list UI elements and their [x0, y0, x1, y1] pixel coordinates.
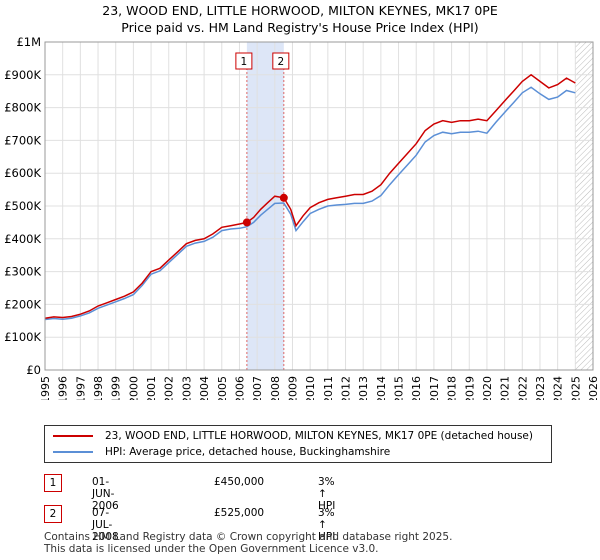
x-tick-label: 2021 — [499, 376, 512, 400]
x-tick-label: 2004 — [198, 376, 211, 400]
chart-legend: 23, WOOD END, LITTLE HORWOOD, MILTON KEY… — [44, 425, 552, 463]
chart-title-address: 23, WOOD END, LITTLE HORWOOD, MILTON KEY… — [102, 3, 498, 18]
x-tick-label: 2006 — [233, 376, 246, 400]
y-tick-label: £400K — [4, 232, 41, 246]
y-tick-label: £600K — [4, 166, 41, 180]
sale-hpi-change: 3% ↑ HPI — [318, 476, 336, 512]
legend-label-property: 23, WOOD END, LITTLE HORWOOD, MILTON KEY… — [105, 430, 533, 442]
x-tick-label: 2003 — [180, 376, 193, 400]
x-tick-label: 2018 — [446, 376, 459, 400]
x-tick-label: 2011 — [322, 376, 335, 400]
y-tick-label: £800K — [4, 101, 41, 115]
legend-item-property: 23, WOOD END, LITTLE HORWOOD, MILTON KEY… — [53, 428, 533, 444]
sale-date: 07-JUL-2008 — [92, 507, 119, 543]
x-tick-label: 2023 — [534, 376, 547, 400]
legend-swatch-hpi — [53, 451, 93, 453]
x-tick-label: 2001 — [145, 376, 158, 400]
legend-item-hpi: HPI: Average price, detached house, Buck… — [53, 444, 390, 460]
sale-date: 01-JUN-2006 — [92, 476, 119, 512]
plot-frame — [44, 41, 594, 371]
sale-number-badge: 2 — [44, 505, 62, 523]
x-tick-label: 2013 — [357, 376, 370, 400]
x-tick-label: 2024 — [552, 376, 565, 400]
x-tick-label: 1997 — [74, 376, 87, 400]
y-tick-label: £500K — [4, 199, 41, 213]
x-tick-label: 1998 — [92, 376, 105, 400]
y-tick-label: £200K — [4, 297, 41, 311]
x-tick-label: 2017 — [428, 376, 441, 400]
annotation-text: 2 — [277, 56, 284, 68]
chart-subtitle: Price paid vs. HM Land Registry's House … — [121, 20, 479, 35]
y-tick-label: £700K — [4, 133, 41, 147]
x-tick-label: 2019 — [463, 376, 476, 400]
x-tick-label: 2007 — [251, 376, 264, 400]
x-tick-label: 1996 — [57, 376, 70, 400]
x-tick-label: 2022 — [516, 376, 529, 400]
footer-copyright: Contains HM Land Registry data © Crown c… — [44, 531, 453, 543]
x-tick-label: 2009 — [286, 376, 299, 400]
sale-annotation-label: 2 — [272, 52, 290, 70]
x-tick-label: 1995 — [39, 376, 52, 400]
x-tick-label: 2016 — [410, 376, 423, 400]
footer-licence: This data is licensed under the Open Gov… — [44, 543, 379, 555]
sale-price: £525,000 — [214, 507, 265, 519]
sale-number-badge: 1 — [44, 474, 62, 492]
x-tick-label: 2005 — [216, 376, 229, 400]
x-tick-label: 2014 — [375, 376, 388, 400]
price-chart: 1 2 £0 £100K £200K £300K £400K £500K £600K £700K £… — [4, 35, 600, 400]
sale-hpi-change: 3% ↑ HPI — [318, 507, 336, 543]
x-tick-label: 2015 — [393, 376, 406, 400]
x-tick-label: 2008 — [269, 376, 282, 400]
annotation-box — [235, 52, 253, 70]
series-line-hpi — [44, 86, 576, 321]
y-tick-label: £300K — [4, 265, 41, 279]
y-tick-label: £900K — [4, 68, 41, 82]
sale-point — [279, 193, 288, 202]
sale-point — [242, 218, 251, 227]
x-tick-label: 2026 — [587, 376, 600, 400]
sale-price: £450,000 — [214, 476, 265, 488]
x-tick-label: 2020 — [481, 376, 494, 400]
x-tick-label: 2002 — [163, 376, 176, 400]
x-tick-label: 1999 — [110, 376, 123, 400]
x-tick-label: 2010 — [304, 376, 317, 400]
x-tick-label: 2012 — [340, 376, 353, 400]
x-tick-label: 2000 — [127, 376, 140, 400]
x-tick-label: 2025 — [569, 376, 582, 400]
y-tick-label: £1M — [16, 35, 41, 49]
legend-label-hpi: HPI: Average price, detached house, Buck… — [105, 446, 391, 458]
sale-annotation-label: 1 — [235, 52, 253, 70]
annotation-box — [272, 52, 290, 70]
series-line-property — [44, 73, 576, 319]
annotation-text: 1 — [241, 56, 248, 68]
legend-swatch-property — [53, 435, 93, 437]
y-tick-label: £100K — [4, 330, 41, 344]
y-tick-label: £0 — [26, 363, 41, 377]
